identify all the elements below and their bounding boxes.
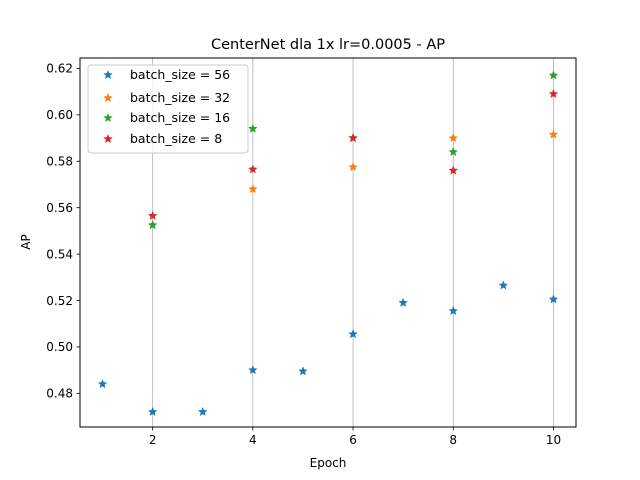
plot-area-frame (79, 57, 577, 428)
point-series-3-epoch-8 (448, 165, 459, 175)
y-tick-label-1: 0.50 (46, 340, 73, 354)
point-series-3-epoch-2 (147, 210, 158, 220)
y-tick-label-6: 0.60 (46, 108, 73, 122)
point-series-2-epoch-2 (147, 219, 158, 230)
legend-marker-series-0 (103, 69, 113, 80)
x-tick-label-8: 8 (449, 433, 457, 447)
point-series-0-epoch-7 (398, 297, 408, 307)
legend: batch_size = 56 batch_size = 32 batch_si… (87, 64, 249, 154)
point-series-1-epoch-10 (548, 129, 559, 139)
point-series-0-epoch-10 (548, 294, 559, 304)
legend-markers (103, 69, 113, 144)
x-axis-title: Epoch (310, 456, 347, 470)
x-tick-label-4: 4 (249, 433, 257, 447)
x-tick-label-10: 10 (546, 433, 561, 447)
point-series-3-epoch-10 (548, 88, 559, 99)
x-tick-label-6: 6 (349, 433, 357, 447)
y-tick-label-0: 0.48 (46, 387, 73, 401)
y-tick-label-3: 0.54 (46, 247, 73, 261)
legend-label-batch-16: batch_size = 16 (130, 110, 230, 125)
point-series-0-epoch-6 (348, 329, 358, 339)
point-series-0-epoch-8 (448, 305, 459, 316)
legend-marker-series-1 (103, 92, 113, 103)
point-series-1-epoch-8 (448, 132, 459, 143)
data-points (97, 70, 559, 417)
x-tick-label-2: 2 (149, 433, 157, 447)
y-tick-label-7: 0.62 (46, 62, 73, 76)
legend-label-batch-8: batch_size = 8 (130, 131, 222, 146)
y-tick-label-4: 0.56 (46, 201, 73, 215)
legend-label-batch-56: batch_size = 56 (130, 67, 230, 82)
axis-ticks: 2 4 6 8 10 0.48 0.50 0.52 0.54 0.56 0.58 0.60 0.62 (46, 62, 561, 447)
legend-marker-series-3 (103, 133, 113, 144)
y-tick-label-5: 0.58 (46, 155, 73, 169)
point-series-0-epoch-1 (97, 378, 108, 389)
legend-marker-series-2 (103, 112, 113, 123)
point-series-2-epoch-10 (548, 70, 559, 80)
point-series-0-epoch-2 (147, 406, 158, 417)
point-series-2-epoch-4 (248, 123, 258, 133)
point-series-0-epoch-9 (498, 280, 509, 290)
legend-box (87, 64, 249, 154)
chart-title: CenterNet dla 1x lr=0.0005 - AP (211, 37, 445, 53)
point-series-3-epoch-4 (248, 164, 258, 174)
point-series-3-epoch-6 (348, 132, 358, 143)
legend-label-batch-32: batch_size = 32 (130, 90, 230, 105)
point-series-0-epoch-3 (197, 406, 208, 417)
y-axis-title: AP (19, 234, 33, 249)
point-series-2-epoch-8 (448, 146, 459, 157)
point-series-0-epoch-4 (248, 365, 258, 375)
point-series-1-epoch-6 (348, 161, 358, 172)
point-series-0-epoch-5 (298, 366, 308, 376)
y-tick-label-2: 0.52 (46, 294, 73, 308)
point-series-1-epoch-4 (248, 184, 258, 194)
